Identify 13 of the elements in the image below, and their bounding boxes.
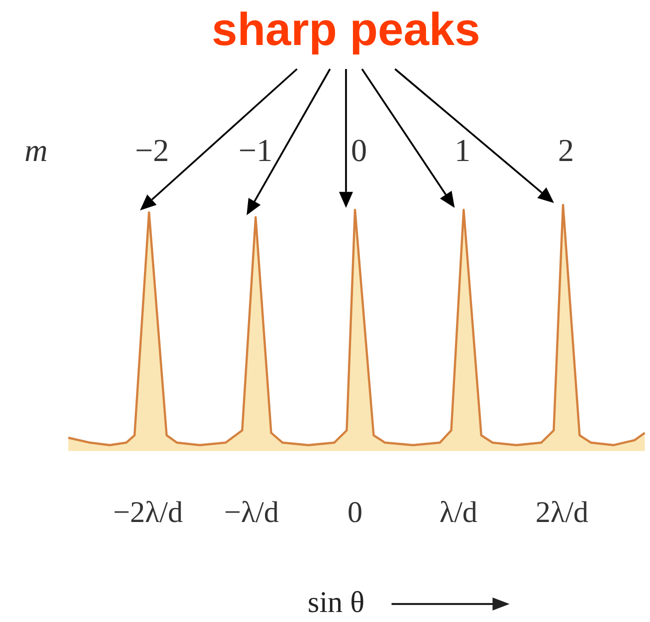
x2-axis-title: m [24,132,48,168]
x-tick-label: 0 [347,496,362,529]
x2-tick-label: −1 [238,132,273,168]
x-tick-label: −λ/d [224,496,279,529]
x2-tick-label: 0 [350,132,367,168]
x2-tick-label: 2 [558,132,574,168]
x-axis-title: sin θ [308,586,365,619]
x2-tick-label: −2 [134,132,170,168]
x-tick-label: 2λ/d [536,496,588,529]
text: sharp peaks [212,3,480,55]
x2-tick-label: 1 [454,132,470,168]
x-tick-label: λ/d [440,496,478,529]
x-tick-label: −2λ/d [113,496,183,529]
